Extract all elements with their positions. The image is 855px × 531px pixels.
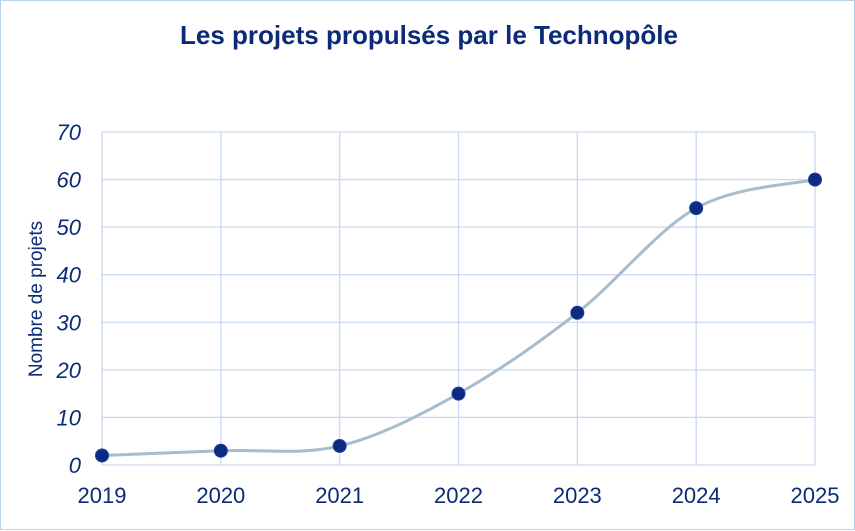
data-point-2021 bbox=[332, 438, 347, 453]
data-points bbox=[95, 172, 822, 463]
y-tick-label: 0 bbox=[69, 453, 82, 478]
y-tick-label: 70 bbox=[57, 120, 82, 145]
x-tick-label: 2024 bbox=[672, 483, 721, 508]
y-axis-label: Nombre de projets bbox=[26, 221, 47, 377]
y-tick-label: 30 bbox=[57, 310, 82, 335]
data-point-2023 bbox=[570, 305, 585, 320]
x-tick-label: 2022 bbox=[434, 483, 483, 508]
grid bbox=[101, 131, 816, 466]
x-tick-label: 2019 bbox=[78, 483, 127, 508]
y-tick-labels: 0 10 20 30 40 50 60 70 bbox=[56, 120, 82, 478]
x-tick-labels: 2019 2020 2021 2022 2023 2024 2025 bbox=[78, 483, 840, 508]
y-tick-label: 50 bbox=[57, 215, 82, 240]
data-point-2025 bbox=[808, 172, 822, 187]
y-tick-label: 60 bbox=[57, 168, 82, 193]
data-point-2020 bbox=[213, 443, 228, 458]
y-tick-label: 20 bbox=[56, 358, 82, 383]
data-point-2019 bbox=[95, 448, 109, 463]
x-tick-label: 2021 bbox=[315, 483, 364, 508]
y-tick-label: 40 bbox=[57, 263, 82, 288]
data-point-2022 bbox=[451, 386, 466, 401]
y-tick-label: 10 bbox=[57, 405, 82, 430]
chart-title: Les projets propulsés par le Technopôle bbox=[180, 20, 678, 50]
x-tick-label: 2025 bbox=[791, 483, 840, 508]
x-tick-label: 2023 bbox=[553, 483, 602, 508]
x-tick-label: 2020 bbox=[196, 483, 245, 508]
data-point-2024 bbox=[689, 201, 704, 216]
